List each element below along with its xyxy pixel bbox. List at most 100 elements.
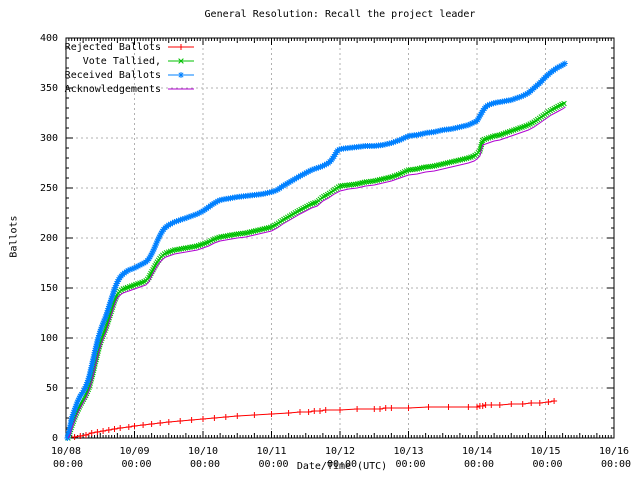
marker bbox=[316, 407, 324, 415]
marker bbox=[131, 422, 138, 430]
y-tick-label: 300 bbox=[39, 133, 58, 144]
marker bbox=[165, 418, 173, 426]
series-line bbox=[66, 62, 566, 439]
marker bbox=[353, 405, 361, 413]
marker bbox=[382, 404, 390, 412]
y-tick-label: 0 bbox=[51, 433, 58, 444]
marker bbox=[199, 415, 207, 423]
marker bbox=[322, 406, 330, 414]
y-axis-title: Ballots bbox=[8, 215, 20, 258]
marker bbox=[88, 429, 96, 437]
x-tick-label: 10/09 bbox=[119, 446, 150, 457]
legend-label: Rejected Ballots bbox=[64, 41, 161, 53]
marker bbox=[425, 403, 432, 411]
marker bbox=[285, 409, 293, 417]
marker bbox=[370, 405, 378, 413]
legend-sample-group bbox=[168, 71, 194, 79]
marker bbox=[305, 408, 313, 416]
x-tick-sublabel: 00:00 bbox=[258, 459, 289, 470]
marker bbox=[111, 425, 118, 433]
marker bbox=[71, 433, 79, 441]
axis-ticks bbox=[65, 37, 615, 439]
marker bbox=[177, 43, 185, 51]
marker bbox=[561, 60, 569, 67]
series-2 bbox=[63, 60, 569, 442]
marker bbox=[445, 403, 452, 411]
marker bbox=[148, 420, 156, 428]
marker bbox=[125, 423, 133, 431]
marker bbox=[116, 424, 124, 432]
x-tick-label: 10/14 bbox=[461, 446, 493, 457]
y-tick-label: 350 bbox=[39, 83, 58, 94]
grid bbox=[66, 38, 614, 438]
y-tick-label: 250 bbox=[39, 183, 58, 194]
marker bbox=[544, 398, 552, 406]
legend-item-2: Received Ballots bbox=[64, 68, 196, 82]
x-tick-label: 10/12 bbox=[324, 446, 356, 457]
marker bbox=[387, 404, 395, 412]
marker bbox=[99, 427, 107, 435]
x-tick-label: 10/13 bbox=[393, 446, 424, 457]
series-line bbox=[67, 106, 566, 439]
marker bbox=[176, 417, 184, 425]
x-tick-sublabel: 00:00 bbox=[326, 459, 358, 470]
marker bbox=[519, 400, 527, 408]
legend-sample-group bbox=[168, 43, 194, 51]
y-tick-label: 150 bbox=[39, 283, 58, 294]
chart-title: General Resolution: Recall the project l… bbox=[204, 9, 476, 20]
legend-sample bbox=[168, 43, 194, 51]
x-tick-label: 10/08 bbox=[50, 446, 82, 457]
marker bbox=[550, 397, 558, 405]
marker bbox=[405, 404, 412, 412]
marker bbox=[336, 406, 344, 414]
y-tick-label: 100 bbox=[39, 333, 58, 344]
marker bbox=[536, 399, 544, 407]
legend-label: Received Ballots bbox=[64, 69, 161, 81]
y-tick-label: 400 bbox=[39, 33, 58, 44]
x-tick-sublabel: 00:00 bbox=[395, 459, 426, 470]
series-3 bbox=[67, 106, 566, 439]
legend-sample-group bbox=[168, 58, 194, 64]
legend-label: Acknowledgements bbox=[64, 83, 161, 95]
x-tick-sublabel: 00:00 bbox=[600, 459, 632, 470]
legend-sample bbox=[168, 71, 194, 79]
marker bbox=[482, 401, 490, 409]
x-tick-label: 10/15 bbox=[530, 446, 561, 457]
x-axis-title: Date/Time (UTC) bbox=[296, 461, 388, 472]
marker bbox=[82, 431, 90, 439]
marker bbox=[487, 401, 495, 409]
series-0 bbox=[71, 397, 558, 441]
marker bbox=[496, 401, 504, 409]
legend-sample bbox=[168, 58, 194, 64]
y-tick-label: 200 bbox=[39, 233, 58, 244]
legend: Rejected Ballots Vote Tallied, Received Ba… bbox=[64, 40, 196, 96]
legend-item-3: Acknowledgements bbox=[64, 82, 196, 96]
marker bbox=[139, 421, 147, 429]
marker bbox=[188, 416, 196, 424]
marker bbox=[222, 413, 230, 421]
marker bbox=[105, 426, 113, 434]
x-tick-sublabel: 00:00 bbox=[52, 459, 84, 470]
marker bbox=[233, 412, 241, 420]
x-tick-label: 10/10 bbox=[187, 446, 219, 457]
x-tick-sublabel: 00:00 bbox=[532, 459, 563, 470]
marker bbox=[93, 428, 101, 436]
marker bbox=[507, 400, 515, 408]
marker bbox=[479, 402, 487, 410]
marker bbox=[310, 407, 318, 415]
marker bbox=[268, 410, 275, 418]
series-1 bbox=[65, 100, 567, 441]
x-tick-sublabel: 00:00 bbox=[189, 459, 221, 470]
marker bbox=[464, 403, 472, 411]
legend-label: Vote Tallied, bbox=[82, 55, 161, 67]
marker bbox=[156, 419, 164, 427]
x-tick-sublabel: 00:00 bbox=[121, 459, 152, 470]
legend-sample bbox=[168, 88, 194, 90]
x-tick-label: 10/11 bbox=[256, 446, 287, 457]
marker bbox=[376, 405, 384, 413]
marker bbox=[296, 408, 304, 416]
marker bbox=[473, 403, 481, 411]
legend-item-1: Vote Tallied, bbox=[64, 54, 196, 68]
